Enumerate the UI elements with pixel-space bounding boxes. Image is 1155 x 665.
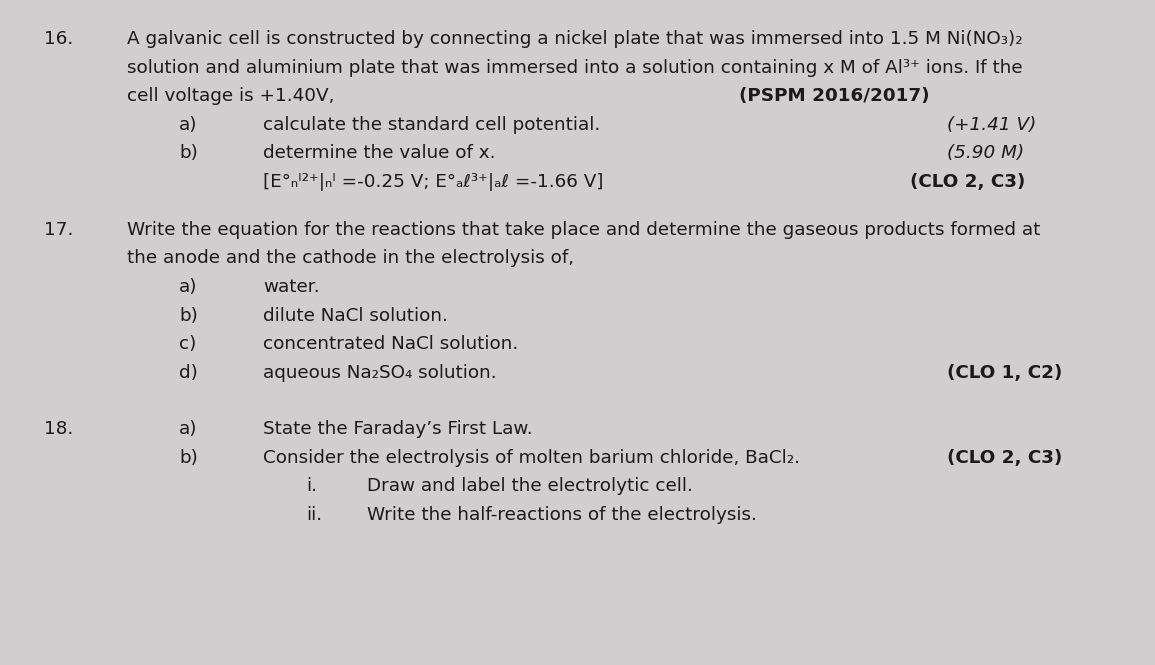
Text: solution and aluminium plate that was immersed into a solution containing x M of: solution and aluminium plate that was im…: [127, 59, 1022, 76]
Text: Write the equation for the reactions that take place and determine the gaseous p: Write the equation for the reactions tha…: [127, 221, 1041, 239]
Text: Draw and label the electrolytic cell.: Draw and label the electrolytic cell.: [367, 477, 693, 495]
Text: [E°ₙᴵ²⁺|ₙᴵ =-0.25 V; E°ₐℓ³⁺|ₐℓ =-1.66 V]: [E°ₙᴵ²⁺|ₙᴵ =-0.25 V; E°ₐℓ³⁺|ₐℓ =-1.66 V]: [263, 173, 604, 191]
Text: b): b): [179, 449, 198, 467]
Text: a): a): [179, 278, 198, 296]
Text: dilute NaCl solution.: dilute NaCl solution.: [263, 307, 448, 325]
Text: 18.: 18.: [44, 420, 73, 438]
Text: i.: i.: [306, 477, 318, 495]
Text: (PSPM 2016/2017): (PSPM 2016/2017): [739, 87, 930, 105]
Text: aqueous Na₂SO₄ solution.: aqueous Na₂SO₄ solution.: [263, 364, 497, 382]
Text: (5.90 M): (5.90 M): [947, 144, 1024, 162]
Text: Consider the electrolysis of molten barium chloride, BaCl₂.: Consider the electrolysis of molten bari…: [263, 449, 800, 467]
Text: (+1.41 V): (+1.41 V): [947, 116, 1036, 134]
Text: c): c): [179, 335, 196, 353]
Text: 17.: 17.: [44, 221, 73, 239]
Text: Write the half-reactions of the electrolysis.: Write the half-reactions of the electrol…: [367, 506, 758, 524]
Text: A galvanic cell is constructed by connecting a nickel plate that was immersed in: A galvanic cell is constructed by connec…: [127, 30, 1022, 48]
Text: 16.: 16.: [44, 30, 73, 48]
Text: State the Faraday’s First Law.: State the Faraday’s First Law.: [263, 420, 532, 438]
Text: b): b): [179, 144, 198, 162]
Text: calculate the standard cell potential.: calculate the standard cell potential.: [263, 116, 601, 134]
Text: a): a): [179, 116, 198, 134]
Text: water.: water.: [263, 278, 320, 296]
Text: (CLO 2, C3): (CLO 2, C3): [947, 449, 1063, 467]
Text: a): a): [179, 420, 198, 438]
Text: cell voltage is +1.40V,: cell voltage is +1.40V,: [127, 87, 335, 105]
Text: d): d): [179, 364, 198, 382]
Text: ii.: ii.: [306, 506, 322, 524]
Text: concentrated NaCl solution.: concentrated NaCl solution.: [263, 335, 519, 353]
Text: (CLO 1, C2): (CLO 1, C2): [947, 364, 1063, 382]
Text: the anode and the cathode in the electrolysis of,: the anode and the cathode in the electro…: [127, 249, 574, 267]
Text: (CLO 2, C3): (CLO 2, C3): [910, 173, 1026, 191]
Text: determine the value of x.: determine the value of x.: [263, 144, 495, 162]
Text: b): b): [179, 307, 198, 325]
